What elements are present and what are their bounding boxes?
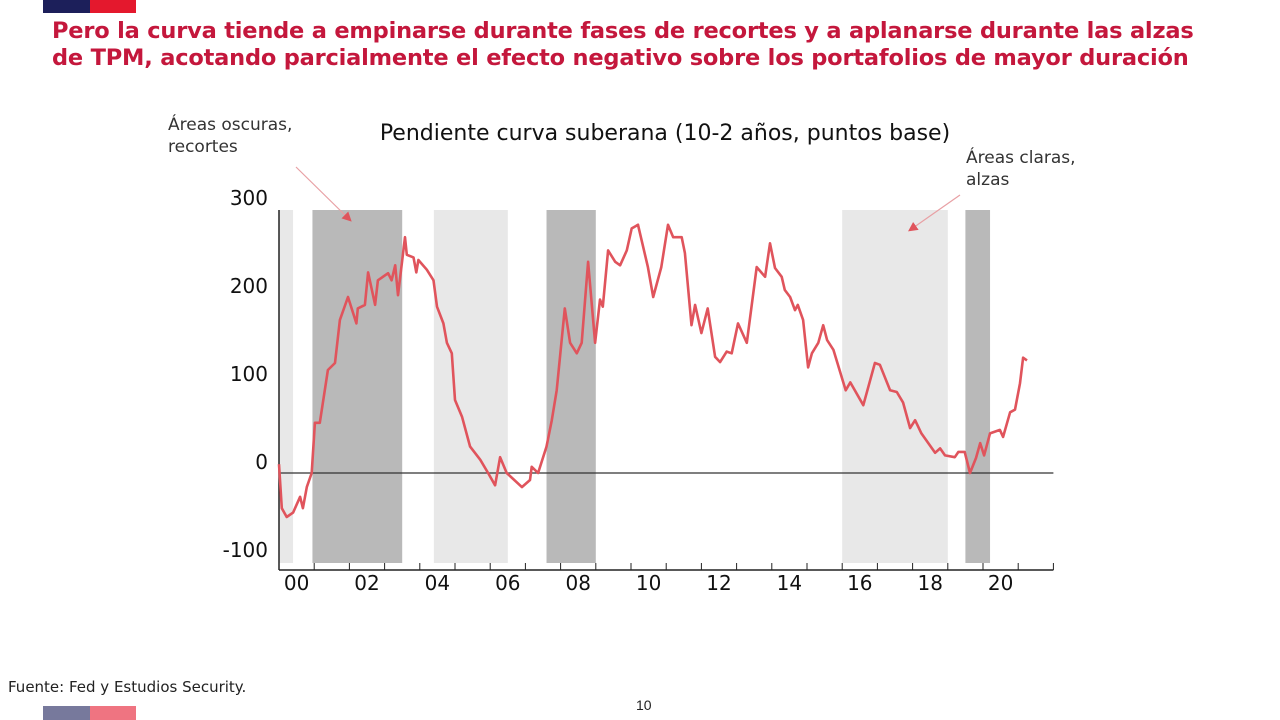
shaded-period-recortes bbox=[965, 210, 991, 563]
annotation-light-areas: Áreas claras, alzas bbox=[966, 147, 1076, 191]
x-tick-label: 20 bbox=[988, 571, 1013, 595]
x-tick-label: 00 bbox=[284, 571, 309, 595]
annotation-light-line-2: alzas bbox=[966, 170, 1010, 190]
y-tick-label: 300 bbox=[230, 186, 268, 210]
brand-bar-navy-bottom bbox=[43, 706, 90, 720]
annotation-dark-areas: Áreas oscuras, recortes bbox=[168, 114, 292, 158]
x-tick-label: 12 bbox=[706, 571, 731, 595]
x-tick-label: 04 bbox=[425, 571, 450, 595]
arrow-light-annotation bbox=[908, 194, 961, 232]
x-tick-label: 10 bbox=[636, 571, 661, 595]
x-tick-label: 08 bbox=[565, 571, 590, 595]
headline-line-1: Pero la curva tiende a empinarse durante… bbox=[52, 18, 1194, 44]
source-note: Fuente: Fed y Estudios Security. bbox=[8, 678, 247, 696]
annotation-light-line-1: Áreas claras, bbox=[966, 148, 1076, 168]
y-tick-label: 0 bbox=[255, 450, 268, 474]
shaded-period-alzas bbox=[279, 210, 294, 563]
chart-title: Pendiente curva suberana (10-2 años, pun… bbox=[380, 121, 950, 146]
brand-bar-red bbox=[90, 0, 136, 13]
x-tick-label: 18 bbox=[917, 571, 942, 595]
x-tick-label: 14 bbox=[777, 571, 802, 595]
shaded-period-alzas bbox=[842, 210, 948, 563]
brand-bar-navy bbox=[43, 0, 90, 13]
shaded-period-recortes bbox=[312, 210, 403, 563]
headline-line-2: de TPM, acotando parcialmente el efecto … bbox=[52, 45, 1189, 71]
x-tick-label: 06 bbox=[495, 571, 520, 595]
x-tick-label: 16 bbox=[847, 571, 872, 595]
annotation-dark-line-1: Áreas oscuras, bbox=[168, 115, 293, 135]
y-tick-label: 200 bbox=[230, 274, 268, 298]
series-line-slope bbox=[277, 223, 1028, 519]
y-tick-label: -100 bbox=[223, 538, 268, 562]
y-tick-label: 100 bbox=[230, 362, 268, 386]
slide-headline: Pero la curva tiende a empinarse durante… bbox=[52, 18, 1252, 72]
brand-bar-red-bottom bbox=[90, 706, 136, 720]
shaded-period-alzas bbox=[433, 210, 508, 563]
annotation-dark-line-2: recortes bbox=[168, 137, 238, 157]
page-number: 10 bbox=[636, 697, 652, 713]
arrow-dark-annotation bbox=[295, 166, 352, 222]
x-tick-label: 02 bbox=[354, 571, 379, 595]
